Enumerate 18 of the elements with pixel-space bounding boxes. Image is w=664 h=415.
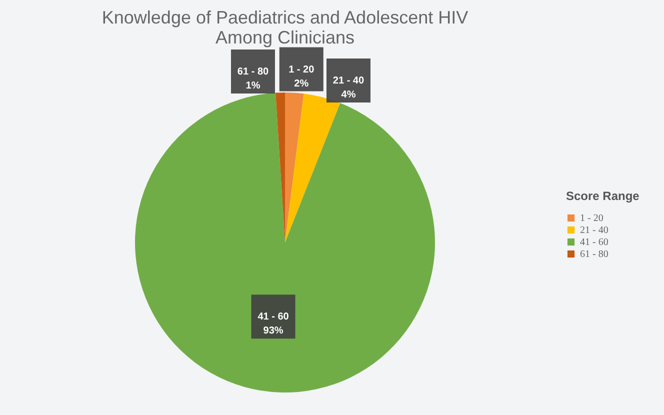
pie-slice <box>285 92 304 242</box>
data-label: 2% <box>294 78 309 90</box>
text: Among Clinicians <box>215 27 355 48</box>
data-label: 4% <box>341 89 356 100</box>
legend-label: 61 - 80 <box>580 249 608 260</box>
legend-title: Score Range <box>566 189 640 203</box>
data-label: 93% <box>263 326 284 337</box>
legend-label: 1 - 20 <box>580 213 604 224</box>
data-label: 1% <box>246 80 260 92</box>
slice-label: 41 - 60 <box>258 312 290 323</box>
slice-label: 1 - 20 <box>288 64 315 76</box>
legend-label: 41 - 60 <box>580 237 608 248</box>
pie-slice <box>135 92 435 392</box>
text: Knowledge of Paediatrics and Adolescent HIV <box>102 7 468 28</box>
pie-slice <box>285 94 340 242</box>
slice-label: 21 - 40 <box>332 75 364 86</box>
slice-label: 61 - 80 <box>237 66 269 78</box>
legend-label: 21 - 40 <box>580 225 608 236</box>
